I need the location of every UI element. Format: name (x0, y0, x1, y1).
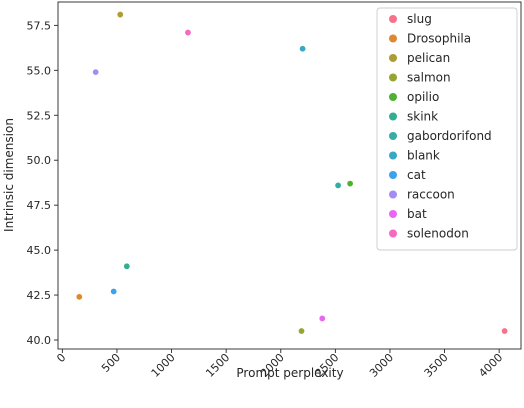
y-tick-label: 40.0 (27, 334, 52, 347)
legend-marker (389, 15, 397, 23)
y-tick-label: 57.5 (27, 19, 52, 32)
legend-label: Drosophila (407, 32, 471, 46)
legend-label: raccoon (407, 188, 455, 202)
data-point (334, 181, 342, 189)
legend-marker (389, 210, 397, 218)
data-points (75, 11, 509, 335)
data-point (123, 262, 131, 270)
legend-marker (389, 93, 397, 101)
x-axis-label: Prompt perplexity (236, 366, 343, 380)
x-tick-label: 3500 (422, 351, 451, 380)
legend-marker (389, 132, 397, 140)
data-point (184, 29, 192, 37)
legend-label: blank (407, 149, 440, 163)
legend-marker (389, 171, 397, 179)
data-point (92, 68, 100, 76)
x-tick-label: 0 (54, 351, 68, 365)
y-tick-label: 55.0 (27, 64, 52, 77)
data-point (318, 314, 326, 322)
legend-marker (389, 151, 397, 160)
data-point (75, 293, 83, 301)
data-point (298, 327, 306, 335)
legend-label: pelican (407, 51, 450, 65)
legend-marker (389, 34, 397, 43)
y-tick-label: 47.5 (27, 199, 52, 212)
y-axis-label: Intrinsic dimension (2, 118, 16, 232)
y-axis: 40.0 42.5 45.0 47.5 50.0 52.5 55.0 57.5 (27, 19, 58, 347)
data-point (501, 327, 509, 335)
legend-marker (389, 112, 397, 121)
legend-marker (389, 229, 397, 238)
x-tick-label: 1000 (149, 351, 178, 380)
legend-label: bat (407, 207, 427, 221)
x-tick-label: 3000 (367, 351, 396, 380)
y-tick-label: 52.5 (27, 109, 52, 122)
data-point (346, 180, 354, 188)
y-tick-label: 50.0 (27, 154, 52, 167)
y-tick-label: 42.5 (27, 289, 52, 302)
legend-label: solenodon (407, 227, 469, 241)
x-tick-label: 1500 (203, 351, 232, 380)
x-tick-label: 500 (99, 351, 123, 375)
data-point (110, 287, 118, 295)
legend-label: salmon (407, 71, 451, 85)
legend-label: opilio (407, 90, 439, 104)
y-tick-label: 45.0 (27, 244, 52, 257)
x-tick-label: 4000 (476, 351, 505, 380)
legend-label: cat (407, 168, 426, 182)
data-point (116, 11, 124, 19)
legend-label: skink (407, 110, 438, 124)
legend-label: slug (407, 12, 432, 26)
legend-marker (389, 190, 397, 199)
legend: slug Drosophila pelican salmon opilio skink ga… (376, 7, 518, 251)
legend-label: gabordorifond (407, 129, 492, 143)
legend-box (376, 7, 518, 251)
data-point (299, 45, 307, 53)
legend-marker (389, 73, 397, 82)
legend-marker (389, 54, 397, 62)
